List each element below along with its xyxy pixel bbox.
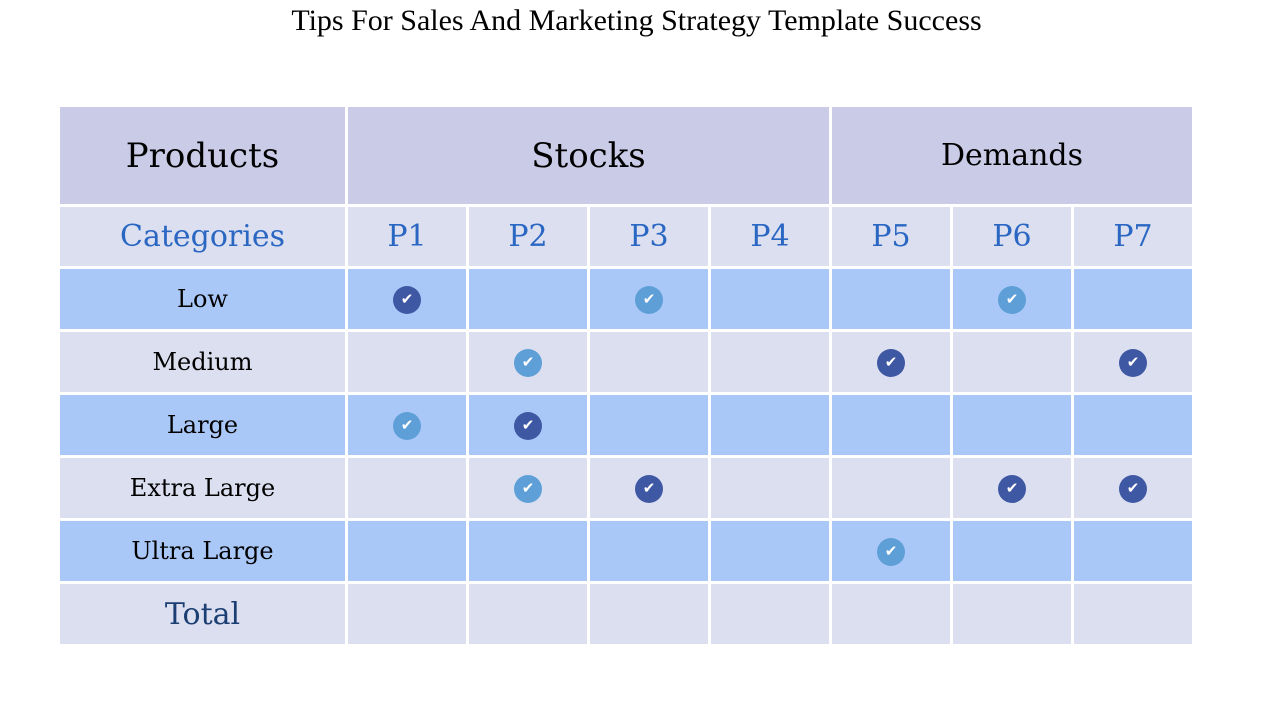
- table-cell: ✔: [469, 458, 587, 518]
- table-cell: ✔: [953, 458, 1071, 518]
- table-cell: ✔: [1074, 332, 1192, 392]
- table-cell: [590, 395, 708, 455]
- total-cell: [1074, 584, 1192, 644]
- column-header-p3: P3: [590, 207, 708, 266]
- table-cell: ✔: [1074, 458, 1192, 518]
- table-cell: [348, 332, 466, 392]
- table-cell: ✔: [469, 332, 587, 392]
- table-cell: [711, 269, 829, 329]
- total-cell: [832, 584, 950, 644]
- column-header-p7: P7: [1074, 207, 1192, 266]
- row-label: Low: [60, 269, 345, 329]
- table-cell: [953, 521, 1071, 581]
- table-cell: [348, 521, 466, 581]
- total-cell: [590, 584, 708, 644]
- table-cell: [590, 521, 708, 581]
- table-cell: ✔: [832, 521, 950, 581]
- check-circle-icon: ✔: [514, 411, 542, 440]
- column-header-p2: P2: [469, 207, 587, 266]
- table-cell: [590, 332, 708, 392]
- total-row: Total: [60, 584, 1192, 644]
- row-label: Ultra Large: [60, 521, 345, 581]
- table-cell: [469, 521, 587, 581]
- check-circle-icon: ✔: [635, 474, 663, 503]
- check-circle-icon: ✔: [393, 285, 421, 314]
- table-cell: ✔: [590, 269, 708, 329]
- table-cell: [711, 521, 829, 581]
- table-header-row: Products Stocks Demands: [60, 107, 1192, 204]
- table-row: Low ✔ ✔ ✔: [60, 269, 1192, 329]
- total-cell: [469, 584, 587, 644]
- check-circle-icon: ✔: [998, 474, 1026, 503]
- check-circle-icon: ✔: [1119, 348, 1147, 377]
- table-cell: [711, 332, 829, 392]
- table-cell: ✔: [953, 269, 1071, 329]
- check-circle-icon: ✔: [998, 285, 1026, 314]
- header-products: Products: [60, 107, 345, 204]
- table-cell: [953, 395, 1071, 455]
- check-circle-icon: ✔: [877, 348, 905, 377]
- table-cell: [348, 458, 466, 518]
- check-circle-icon: ✔: [1119, 474, 1147, 503]
- column-header-p5: P5: [832, 207, 950, 266]
- check-circle-icon: ✔: [514, 348, 542, 377]
- table-cell: [953, 332, 1071, 392]
- table-cell: [711, 458, 829, 518]
- row-label: Large: [60, 395, 345, 455]
- check-circle-icon: ✔: [393, 411, 421, 440]
- table-cell: [1074, 395, 1192, 455]
- total-cell: [348, 584, 466, 644]
- strategy-table: Products Stocks Demands Categories P1 P2…: [57, 104, 1195, 647]
- table-cell: ✔: [469, 395, 587, 455]
- table-row: Extra Large ✔ ✔ ✔ ✔: [60, 458, 1192, 518]
- subheader-categories: Categories: [60, 207, 345, 266]
- table-cell: [832, 269, 950, 329]
- column-header-p4: P4: [711, 207, 829, 266]
- header-demands: Demands: [832, 107, 1192, 204]
- table-row: Medium ✔ ✔ ✔: [60, 332, 1192, 392]
- table-subheader-row: Categories P1 P2 P3 P4 P5 P6 P7: [60, 207, 1192, 266]
- table-cell: [711, 395, 829, 455]
- table-cell: [1074, 521, 1192, 581]
- row-label: Extra Large: [60, 458, 345, 518]
- total-cell: [953, 584, 1071, 644]
- table-cell: ✔: [832, 332, 950, 392]
- column-header-p6: P6: [953, 207, 1071, 266]
- header-stocks: Stocks: [348, 107, 829, 204]
- total-label: Total: [60, 584, 345, 644]
- check-circle-icon: ✔: [635, 285, 663, 314]
- check-circle-icon: ✔: [514, 474, 542, 503]
- table-cell: [469, 269, 587, 329]
- total-cell: [711, 584, 829, 644]
- table-cell: [832, 458, 950, 518]
- table-cell: ✔: [348, 395, 466, 455]
- row-label: Medium: [60, 332, 345, 392]
- table-cell: ✔: [590, 458, 708, 518]
- table-row: Ultra Large ✔: [60, 521, 1192, 581]
- table-cell: [1074, 269, 1192, 329]
- table-cell: ✔: [348, 269, 466, 329]
- check-circle-icon: ✔: [877, 537, 905, 566]
- table-cell: [832, 395, 950, 455]
- table-row: Large ✔ ✔: [60, 395, 1192, 455]
- page-title: Tips For Sales And Marketing Strategy Te…: [291, 4, 982, 37]
- column-header-p1: P1: [348, 207, 466, 266]
